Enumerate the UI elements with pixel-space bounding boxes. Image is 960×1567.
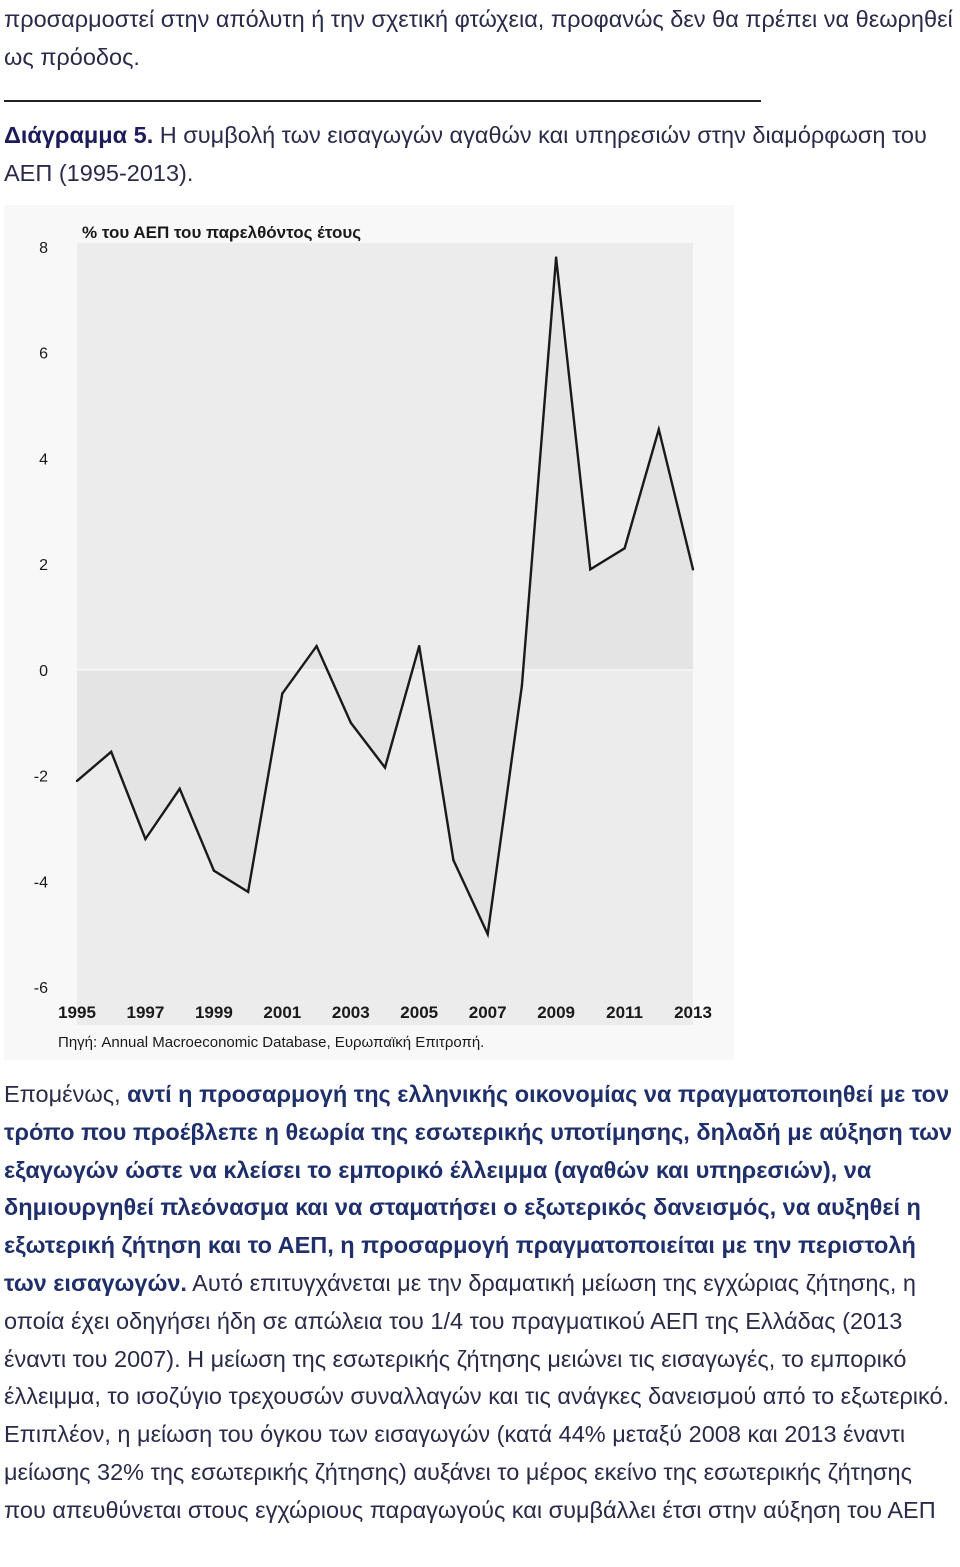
y-tick-label: -4 (34, 874, 48, 891)
data-point (246, 890, 250, 894)
data-point (349, 721, 352, 724)
caption-text: Η συμβολή των εισαγωγών αγαθών και υπηρε… (4, 122, 927, 186)
x-tick-label: 2009 (537, 1003, 575, 1022)
data-point (144, 837, 147, 841)
data-point (281, 692, 284, 695)
data-point (589, 568, 592, 571)
chart-source: Πηγή: Annual Macroeconomic Database, Ευρ… (58, 1034, 484, 1051)
chart-title: % του ΑΕΠ του παρελθόντος έτους (82, 223, 361, 242)
intro-paragraph: προσαρμοστεί στην απόλυτη ή την σχετική … (4, 6, 953, 70)
y-tick-label: 0 (39, 663, 48, 680)
series-area (77, 257, 693, 935)
data-point (452, 858, 455, 862)
data-point (110, 750, 113, 753)
data-point (75, 779, 79, 783)
series-points (75, 256, 695, 936)
chart-figure: % του ΑΕΠ του παρελθόντος έτους 8 6 4 2 0 -2 -… (4, 205, 734, 1060)
body-rest: Αυτό επιτυγχάνεται με την δραματική μείω… (4, 1269, 950, 1523)
data-point (623, 547, 626, 550)
x-tick-label: 2011 (606, 1003, 643, 1022)
x-tick-label: 2001 (263, 1003, 301, 1022)
body-lead: Επομένως, (4, 1081, 128, 1107)
body-paragraph: Επομένως, αντί η προσαρμογή της ελληνική… (4, 1076, 956, 1530)
data-point (212, 869, 216, 872)
y-axis-ticks: 8 6 4 2 0 -2 -4 -6 (34, 240, 48, 997)
data-point (691, 568, 695, 571)
y-tick-label: 6 (39, 346, 48, 363)
x-tick-label: 2003 (332, 1003, 370, 1022)
x-tick-label: 2007 (469, 1003, 507, 1022)
section-divider (4, 100, 761, 102)
x-tick-label: 1997 (127, 1003, 165, 1022)
figure-caption: Διάγραμμα 5. Η συμβολή των εισαγωγών αγα… (4, 116, 956, 192)
y-tick-label: 4 (39, 451, 48, 468)
y-tick-label: -2 (34, 769, 48, 786)
y-tick-label: 8 (39, 240, 48, 257)
y-tick-label: 2 (39, 557, 48, 574)
x-tick-label: 2005 (400, 1003, 438, 1022)
data-point (418, 644, 421, 648)
data-point (383, 766, 387, 769)
data-point (554, 256, 558, 259)
x-tick-label: 1995 (58, 1003, 96, 1022)
data-point (178, 787, 181, 790)
data-point (657, 428, 660, 431)
data-point (520, 684, 524, 687)
y-tick-label: -6 (34, 980, 48, 997)
caption-label: Διάγραμμα 5. (4, 122, 154, 148)
imports-contribution-chart: % του ΑΕΠ του παρελθόντος έτους 8 6 4 2 0 -2 -… (34, 223, 712, 1051)
x-tick-label: 2013 (674, 1003, 712, 1022)
data-point (315, 644, 318, 648)
body-bold-text: αντί η προσαρμογή της ελληνικής οικονομί… (4, 1081, 953, 1296)
x-tick-label: 1999 (195, 1003, 233, 1022)
x-axis-ticks: 1995 1997 1999 2001 2003 2005 2007 2009 2011 2013 (58, 1003, 712, 1022)
data-point (486, 932, 489, 936)
